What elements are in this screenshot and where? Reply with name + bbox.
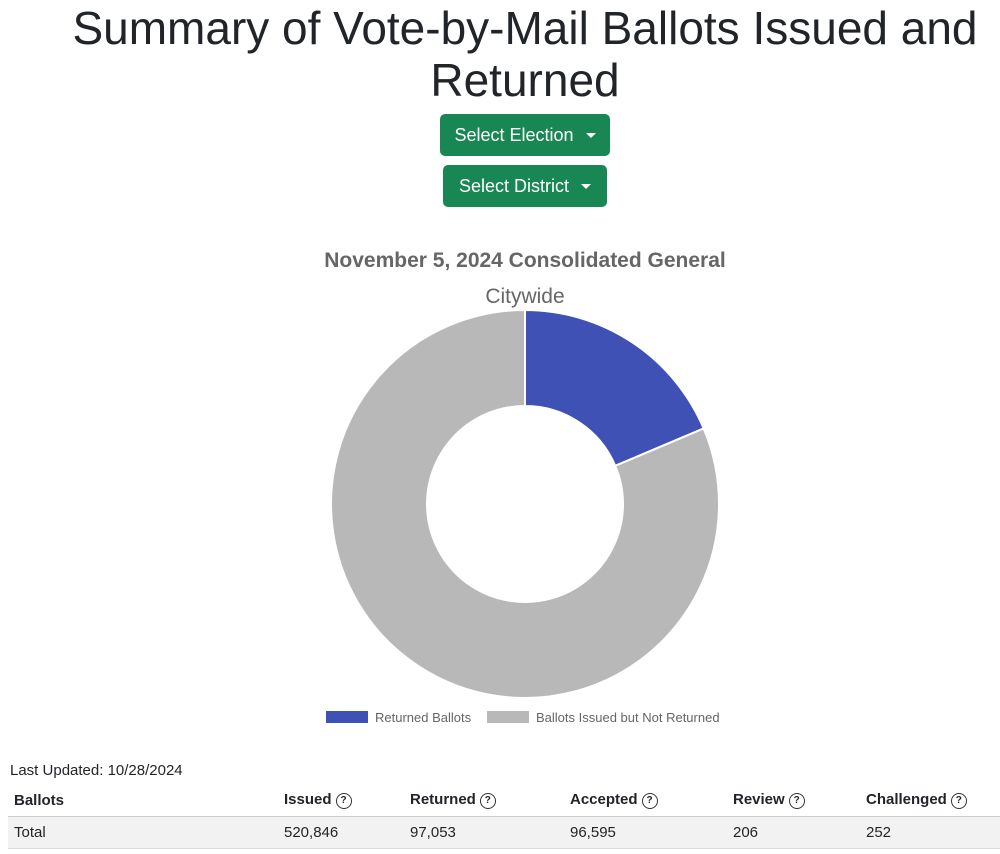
legend-label-returned[interactable]: Returned Ballots	[375, 710, 472, 725]
help-icon[interactable]: ?	[335, 793, 352, 809]
ballots-table-section: Last Updated: 10/28/2024 Ballots Issued?…	[8, 762, 1000, 849]
header-challenged: Challenged?	[860, 785, 1000, 817]
cell-review: 206	[727, 816, 860, 849]
pie-slice-returned[interactable]	[524, 308, 705, 468]
cell-returned: 97,053	[404, 816, 564, 849]
chart-subtitle: Citywide	[485, 285, 564, 308]
caret-down-icon	[581, 183, 592, 189]
select-election-label: Select Election	[454, 124, 574, 145]
header-accepted: Accepted?	[564, 785, 727, 817]
donut-chart: November 5, 2024 Consolidated General Ci…	[324, 249, 725, 725]
header-returned: Returned?	[404, 785, 564, 817]
ballots-table: Ballots Issued? Returned? Accepted? Revi…	[8, 785, 1000, 849]
cell-ballots: Total	[8, 816, 278, 849]
chart-title: November 5, 2024 Consolidated General	[324, 249, 725, 272]
header-issued: Issued?	[278, 785, 404, 817]
cell-challenged: 252	[860, 816, 1000, 849]
legend-swatch-returned[interactable]	[326, 711, 368, 723]
caret-down-icon	[585, 132, 596, 138]
legend-label-not-returned[interactable]: Ballots Issued but Not Returned	[536, 710, 720, 725]
select-district-dropdown[interactable]: Select District	[443, 165, 607, 207]
cell-accepted: 96,595	[564, 816, 727, 849]
header-review: Review?	[727, 785, 860, 817]
legend-swatch-not-returned[interactable]	[487, 711, 529, 723]
cell-issued: 520,846	[278, 816, 404, 849]
help-icon[interactable]: ?	[788, 793, 805, 809]
header-ballots: Ballots	[8, 785, 278, 817]
help-icon[interactable]: ?	[479, 793, 496, 809]
select-election-dropdown[interactable]: Select Election	[440, 114, 610, 156]
select-district-label: Select District	[458, 175, 570, 196]
help-icon[interactable]: ?	[950, 793, 967, 809]
last-updated: Last Updated: 10/28/2024	[10, 762, 183, 779]
page-title: Summary of Vote-by-Mail Ballots Issued a…	[72, 2, 978, 106]
table-row: Total 520,846 97,053 96,595 206 252	[8, 816, 1000, 849]
pie-slice-not-returned[interactable]	[330, 308, 720, 699]
help-icon[interactable]: ?	[641, 793, 658, 809]
table-header-row: Ballots Issued? Returned? Accepted? Revi…	[8, 785, 1000, 817]
